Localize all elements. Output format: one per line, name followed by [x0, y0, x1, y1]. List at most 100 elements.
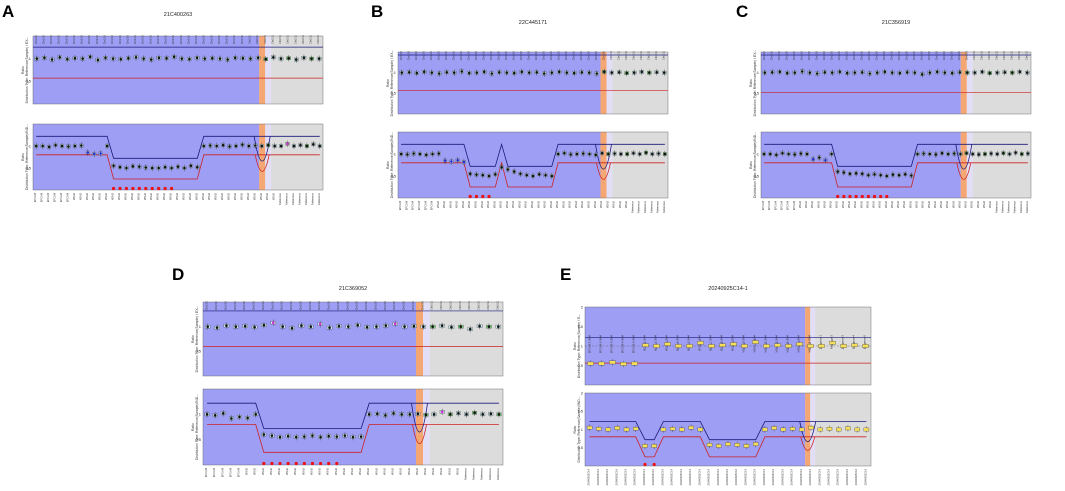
- bottom-point: [392, 412, 395, 415]
- top-xtick: Chr2:10: [141, 34, 145, 44]
- bottom-xtick: MSH2: [890, 200, 894, 208]
- bottom-orange-band: [416, 389, 423, 465]
- top-ytick: 0.5: [753, 91, 759, 96]
- top-xtick: Chr2:10: [156, 34, 160, 44]
- bottom-xtick: Reference: [480, 467, 484, 480]
- bottom-point: [418, 152, 422, 156]
- bottom-xtick: Reference: [297, 192, 301, 205]
- bottom-xtick: MSH2: [104, 192, 108, 200]
- bottom-lower-envelope: [207, 424, 499, 453]
- bottom-red-marker: [278, 461, 282, 466]
- chart-title: 21C400263: [164, 12, 192, 18]
- bottom-point: [830, 152, 833, 156]
- bottom-xtick: MSH2: [829, 200, 833, 208]
- top-point: [384, 324, 388, 327]
- top-point: [302, 56, 306, 60]
- top-point: [587, 71, 591, 74]
- bottom-xtick: MSH2: [511, 200, 515, 208]
- bottom-point: [651, 152, 654, 156]
- top-point: [662, 71, 666, 74]
- bottom-point: [1002, 151, 1005, 155]
- bottom-xtick: MSH2: [439, 467, 443, 475]
- top-box: [675, 344, 682, 348]
- bottom-xtick: Reference: [1025, 200, 1029, 213]
- bottom-red-marker: [262, 461, 266, 466]
- top-blue-region: [761, 52, 961, 114]
- top-point: [264, 57, 268, 61]
- top-lavender-band: [606, 52, 613, 114]
- bottom-point: [205, 413, 209, 416]
- bottom-ytick: 1.5: [577, 409, 583, 414]
- bottom-point: [279, 144, 283, 148]
- top-ylabel-line: Distribution Type: Reference(Sample) / E…: [390, 50, 394, 117]
- top-xtick: MSH2-2-2944: [654, 334, 658, 351]
- bottom-point: [481, 413, 485, 416]
- bottom-point: [500, 165, 503, 169]
- top-xtick: Chr2:10: [49, 34, 53, 44]
- bottom-red-marker: [137, 186, 141, 191]
- top-frame: [202, 301, 504, 377]
- bottom-point: [494, 172, 497, 176]
- bottom-point: [873, 172, 876, 176]
- bottom-point: [400, 413, 403, 416]
- bottom-point: [525, 173, 529, 177]
- top-point: [905, 70, 909, 74]
- top-box: [598, 361, 605, 366]
- bottom-xtick: MSH2: [272, 192, 276, 200]
- bottom-point: [262, 433, 266, 436]
- top-orange-band: [600, 52, 607, 114]
- top-point: [617, 70, 621, 74]
- bottom-point: [266, 143, 270, 147]
- top-xtick: Chr2:10: [118, 34, 122, 44]
- bottom-xtick: MSH2: [143, 192, 147, 200]
- bottom-point: [246, 416, 249, 420]
- bottom-dip-lower: [412, 424, 427, 445]
- bottom-xtick: MSH2: [442, 200, 446, 208]
- bottom-xtick: 20240925C14: [587, 468, 591, 485]
- top-xtick: Reference-5: [863, 334, 867, 349]
- top-xtick: EPCAM-3-3944: [610, 334, 614, 353]
- bottom-red-marker: [842, 194, 846, 199]
- top-point: [165, 56, 168, 60]
- top-point: [225, 324, 228, 327]
- bottom-point: [519, 172, 522, 176]
- bottom-point: [860, 172, 864, 176]
- bottom-blue-region: [33, 124, 260, 190]
- top-lavender-band: [265, 36, 272, 104]
- bottom-xtick: MSH2: [865, 200, 869, 208]
- bottom-point: [581, 152, 585, 155]
- bottom-point: [531, 174, 535, 178]
- bottom-point: [343, 434, 347, 437]
- top-point: [602, 70, 606, 74]
- top-point: [973, 71, 977, 74]
- top-xtick: Chr2:10: [308, 300, 312, 310]
- bottom-red-marker: [487, 194, 491, 199]
- top-xtick: Chr2:10: [289, 300, 293, 310]
- bottom-point: [456, 158, 459, 162]
- top-point: [440, 324, 444, 327]
- bottom-point: [537, 172, 541, 176]
- bottom-xtick: MSH2: [448, 200, 452, 208]
- top-point: [310, 57, 313, 60]
- bottom-ylabel-line: Ratio: [573, 425, 577, 433]
- bottom-xtick: 20240925C14: [633, 468, 637, 485]
- top-frame: [32, 35, 324, 105]
- bottom-xtick: EPCAM: [779, 201, 783, 210]
- top-point: [572, 71, 576, 75]
- bottom-box: [826, 427, 833, 431]
- top-box: [840, 344, 847, 348]
- bottom-xtick: MSH2: [951, 200, 955, 208]
- bottom-point: [384, 414, 387, 417]
- top-xtick: Chr2:11: [467, 300, 471, 310]
- top-point: [241, 56, 245, 60]
- bottom-point: [247, 144, 251, 148]
- bottom-xtick: MSH2: [872, 200, 876, 208]
- bottom-point: [781, 151, 784, 155]
- top-point: [890, 71, 894, 74]
- top-xtick: Chr2:10: [317, 300, 321, 310]
- bottom-point: [512, 170, 516, 173]
- bottom-xtick: EPCAM: [59, 193, 63, 202]
- bottom-point: [824, 158, 827, 162]
- bottom-point: [138, 165, 141, 168]
- top-xtick: Chr2:10: [202, 34, 206, 44]
